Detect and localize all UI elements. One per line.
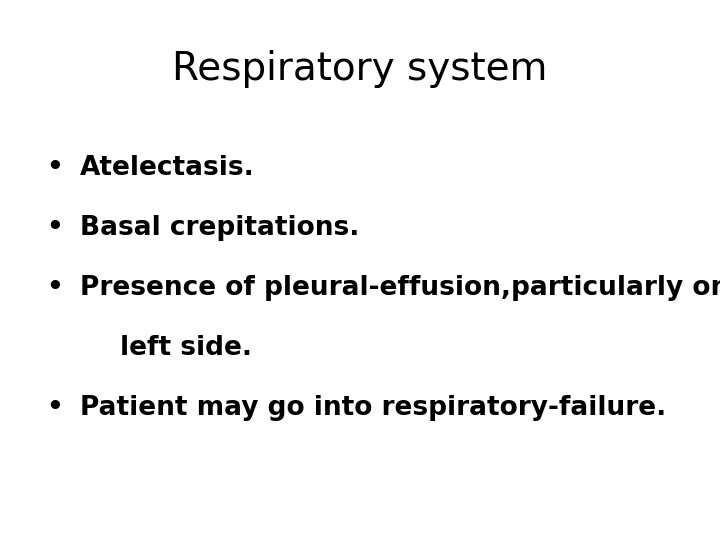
- Text: Respiratory system: Respiratory system: [172, 50, 548, 88]
- Text: Atelectasis.: Atelectasis.: [80, 155, 255, 181]
- Text: left side.: left side.: [120, 335, 252, 361]
- Text: •: •: [47, 155, 63, 181]
- Text: Presence of pleural-effusion,particularly on: Presence of pleural-effusion,particularl…: [80, 275, 720, 301]
- Text: •: •: [47, 395, 63, 421]
- Text: •: •: [47, 215, 63, 241]
- Text: •: •: [47, 275, 63, 301]
- Text: Patient may go into respiratory-failure.: Patient may go into respiratory-failure.: [80, 395, 666, 421]
- Text: Basal crepitations.: Basal crepitations.: [80, 215, 359, 241]
